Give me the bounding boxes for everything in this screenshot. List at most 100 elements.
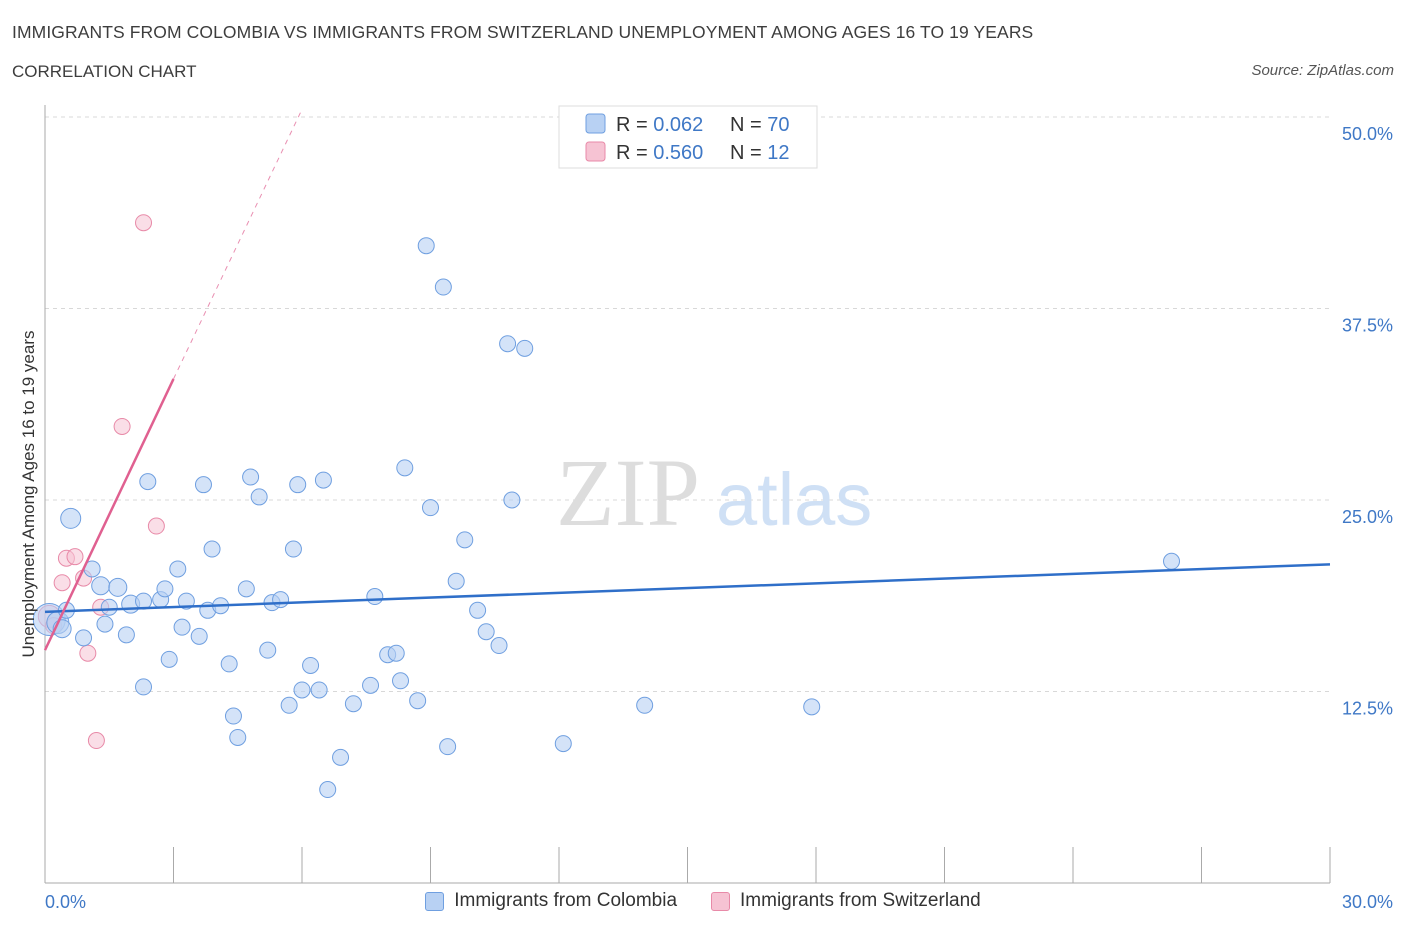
point-colombia-63 xyxy=(503,491,521,509)
chart-subtitle: CORRELATION CHART xyxy=(12,62,197,81)
x-tick-label-0: 0.0% xyxy=(45,892,86,912)
y-tick-label-2: 37.5% xyxy=(1342,316,1393,336)
svg-text:R = 0.560: R = 0.560 xyxy=(616,142,703,164)
point-colombia-29 xyxy=(229,728,247,746)
watermark-atlas: atlas xyxy=(716,458,872,541)
point-colombia-31 xyxy=(242,468,260,486)
point-colombia-46 xyxy=(362,676,380,694)
point-colombia-40 xyxy=(302,656,320,674)
point-colombia-21 xyxy=(177,592,195,610)
point-colombia-4 xyxy=(60,507,82,529)
point-colombia-45 xyxy=(344,695,362,713)
point-colombia-36 xyxy=(280,696,298,714)
point-colombia-54 xyxy=(417,237,435,255)
tick-labels: 12.5% 25.0% 37.5% 50.0% 0.0% 30.0% xyxy=(45,124,1393,912)
legend-swatch-colombia xyxy=(585,113,606,134)
point-colombia-53 xyxy=(422,499,439,517)
legend-r-value-colombia: 0.062 xyxy=(653,114,703,136)
point-colombia-47 xyxy=(366,588,384,606)
point-colombia-44 xyxy=(332,748,350,766)
y-tick-label-1: 25.0% xyxy=(1342,507,1393,527)
point-colombia-20 xyxy=(173,618,191,636)
point-colombia-7 xyxy=(91,576,111,596)
point-colombia-59 xyxy=(469,601,487,619)
point-colombia-68 xyxy=(1163,552,1181,570)
point-colombia-67 xyxy=(803,698,821,716)
point-colombia-17 xyxy=(156,580,174,598)
y-axis-label: Unemployment Among Ages 16 to 19 years xyxy=(19,331,38,658)
trend-lines xyxy=(43,109,1331,651)
point-colombia-37 xyxy=(284,540,302,558)
legend-r-label-switzerland: R = xyxy=(616,142,653,164)
legend-swatch-switzerland-bottom xyxy=(711,891,731,911)
legend-item-colombia: Immigrants from Colombia xyxy=(425,890,677,912)
legend-swatch-colombia-bottom xyxy=(425,891,445,911)
point-switzerland-11 xyxy=(147,517,165,535)
point-colombia-23 xyxy=(194,476,212,494)
point-colombia-56 xyxy=(439,738,457,756)
chart-title: IMMIGRANTS FROM COLOMBIA VS IMMIGRANTS F… xyxy=(12,22,1034,42)
point-colombia-33 xyxy=(259,641,277,659)
legend-box: R = 0.062 N = 70 R = 0.560 N = 12 xyxy=(558,105,818,169)
point-colombia-60 xyxy=(477,623,495,641)
svg-text:N = 70: N = 70 xyxy=(730,114,790,136)
point-switzerland-2 xyxy=(53,574,71,592)
point-colombia-19 xyxy=(169,560,187,578)
point-switzerland-6 xyxy=(79,644,97,662)
point-colombia-50 xyxy=(392,672,410,690)
x-tick-label-1: 30.0% xyxy=(1342,892,1393,912)
point-switzerland-4 xyxy=(66,548,84,566)
legend-label-colombia: Immigrants from Colombia xyxy=(454,890,678,911)
point-colombia-38 xyxy=(289,476,307,494)
point-switzerland-7 xyxy=(87,732,105,750)
point-colombia-64 xyxy=(516,339,534,357)
point-colombia-55 xyxy=(434,278,452,296)
legend-n-label-colombia: N = xyxy=(730,114,767,136)
y-tick-label-0: 12.5% xyxy=(1342,699,1393,719)
point-colombia-58 xyxy=(456,531,474,549)
trendline-colombia xyxy=(44,563,1331,614)
watermark-zip: ZIP xyxy=(556,439,700,546)
point-colombia-14 xyxy=(135,678,153,696)
point-switzerland-10 xyxy=(135,214,153,232)
legend-item-switzerland: Immigrants from Switzerland xyxy=(711,890,981,912)
point-colombia-5 xyxy=(75,629,93,647)
point-colombia-43 xyxy=(319,781,337,799)
point-colombia-57 xyxy=(447,572,465,590)
point-colombia-62 xyxy=(499,335,517,353)
point-colombia-10 xyxy=(108,577,128,597)
trendline-switzerland xyxy=(43,378,175,651)
legend-n-value-colombia: 70 xyxy=(767,114,789,136)
trendline-switzerland-extension xyxy=(173,109,303,380)
point-colombia-41 xyxy=(314,471,332,489)
point-colombia-30 xyxy=(237,580,255,598)
point-colombia-28 xyxy=(224,707,242,725)
point-colombia-66 xyxy=(636,696,654,714)
bottom-legend: Immigrants from Colombia Immigrants from… xyxy=(0,890,1406,912)
point-colombia-32 xyxy=(250,488,268,506)
point-colombia-52 xyxy=(409,692,427,710)
svg-text:R = 0.062: R = 0.062 xyxy=(616,114,703,136)
point-colombia-22 xyxy=(190,627,208,645)
point-switzerland-9 xyxy=(113,417,131,435)
point-colombia-27 xyxy=(220,655,238,673)
y-tick-label-3: 50.0% xyxy=(1342,124,1393,144)
point-colombia-13 xyxy=(135,592,153,610)
point-colombia-65 xyxy=(554,735,572,753)
axes xyxy=(44,105,1331,884)
point-colombia-49 xyxy=(387,644,405,662)
source-label: Source: ZipAtlas.com xyxy=(1251,62,1394,79)
point-colombia-11 xyxy=(117,626,135,644)
point-colombia-9 xyxy=(100,598,118,616)
svg-text:N = 12: N = 12 xyxy=(730,142,790,164)
legend-r-value-switzerland: 0.560 xyxy=(653,142,703,164)
legend-n-value-switzerland: 12 xyxy=(767,142,789,164)
point-colombia-39 xyxy=(293,681,311,699)
point-colombia-25 xyxy=(203,540,221,558)
point-colombia-42 xyxy=(310,681,328,699)
point-colombia-51 xyxy=(396,459,414,477)
point-colombia-61 xyxy=(490,637,508,655)
point-colombia-18 xyxy=(160,650,178,668)
legend-n-label-switzerland: N = xyxy=(730,142,767,164)
